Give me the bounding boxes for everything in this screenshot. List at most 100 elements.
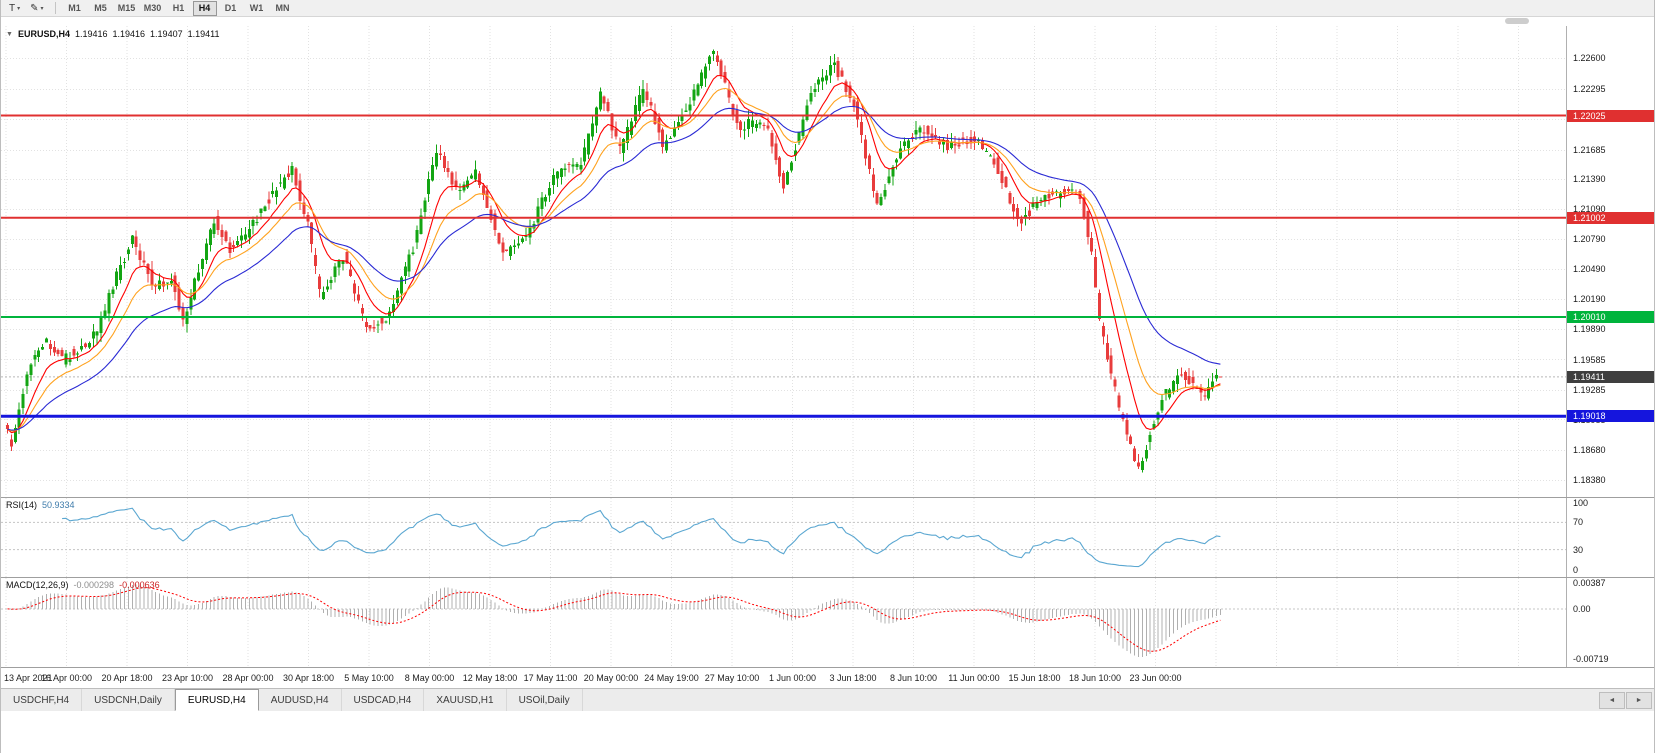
price-level-badge: 1.21002	[1567, 211, 1654, 224]
price-scale-label: 1.21685	[1573, 144, 1606, 155]
macd-axis: 0.00387 0.00 -0.00719	[1566, 578, 1654, 667]
rsi-scale-label: 100	[1573, 498, 1589, 508]
rsi-scale-label: 30	[1573, 544, 1584, 555]
chart-tab-usdchf-h4[interactable]: USDCHF,H4	[1, 689, 83, 711]
chart-tabs: USDCHF,H4 USDCNH,Daily EURUSD,H4 AUDUSD,H4 U…	[1, 689, 583, 711]
price-scale-label: 1.22295	[1573, 83, 1606, 94]
chart-scrollbar-thumb[interactable]	[1505, 18, 1529, 24]
rsi-value: 50.9334	[42, 500, 75, 510]
tab-scroll-right-button[interactable]: ►	[1626, 691, 1652, 709]
chart-tab-eurusd-h4[interactable]: EURUSD,H4	[174, 689, 259, 711]
quote-symbol: EURUSD,H4	[17, 29, 70, 39]
tab-scroll-left-button[interactable]: ◄	[1599, 691, 1625, 709]
price-scale-label: 1.22600	[1573, 53, 1606, 63]
macd-scale-label: -0.00719	[1573, 654, 1609, 664]
macd-grid	[5, 578, 1519, 667]
macd-name: MACD(12,26,9)	[6, 580, 69, 590]
timeframe-button-m1[interactable]: M1	[63, 1, 87, 16]
rsi-panel: RSI(14) 50.9334 100 70 30 0	[1, 497, 1654, 577]
price-level-badge: 1.22025	[1567, 109, 1654, 122]
chart-tab-xauusd-h1[interactable]: XAUUSD,H1	[424, 689, 507, 711]
price-scale-label: 1.20490	[1573, 264, 1606, 274]
macd-chart[interactable]	[1, 578, 1566, 667]
tick-chart-button[interactable]: T ▾	[4, 1, 25, 16]
ma-slow-line[interactable]	[7, 105, 1221, 431]
quote-overlay: ▼ EURUSD,H4 1.19416 1.19416 1.19407 1.19…	[6, 29, 219, 39]
macd-histogram	[7, 584, 1221, 658]
timeframe-button-m15[interactable]: M15	[115, 1, 139, 16]
quote-close: 1.19411	[187, 29, 220, 39]
macd-label: MACD(12,26,9) -0.000298 -0.000636	[6, 580, 160, 590]
time-axis-label: 20 May 00:00	[583, 673, 639, 683]
time-axis-label: 8 May 00:00	[404, 673, 455, 683]
time-axis-label: 23 Apr 10:00	[161, 673, 214, 683]
time-axis-label: 18 Jun 10:00	[1068, 673, 1122, 683]
time-axis-label: 28 Apr 00:00	[222, 673, 274, 683]
price-scale-label: 1.19585	[1573, 354, 1606, 365]
timeframe-button-m5[interactable]: M5	[89, 1, 113, 16]
time-axis-label: 16 Apr 00:00	[40, 673, 93, 683]
chart-grid	[1, 26, 1566, 497]
timeframe-bar: M1 M5 M15 M30 H1 H4 D1 W1 MN	[62, 0, 296, 16]
rsi-axis: 100 70 30 0	[1566, 498, 1654, 577]
time-axis-label: 30 Apr 18:00	[282, 673, 335, 683]
ma-mid-line[interactable]	[7, 87, 1221, 432]
top-toolbar: T ▾ ✎ ▾ M1 M5 M15 M30 H1 H4 D1 W1 MN	[1, 0, 1654, 17]
price-axis[interactable]: 1.226001.222951.219901.216851.213901.210…	[1566, 26, 1654, 497]
timeframe-button-d1[interactable]: D1	[219, 1, 243, 16]
time-axis-label: 24 May 19:00	[644, 673, 699, 683]
chart-tab-bar: USDCHF,H4 USDCNH,Daily EURUSD,H4 AUDUSD,H4 U…	[1, 688, 1654, 711]
rsi-chart[interactable]	[1, 498, 1566, 577]
rsi-label: RSI(14) 50.9334	[6, 500, 75, 510]
chart-tab-usdcnh-daily[interactable]: USDCNH,Daily	[82, 689, 175, 711]
time-axis-label: 23 Jun 00:00	[1129, 673, 1182, 683]
quote-open: 1.19416	[74, 29, 108, 39]
rsi-grid	[5, 498, 1519, 577]
time-axis-label: 5 May 10:00	[344, 673, 394, 683]
price-chart-panel: ▼ EURUSD,H4 1.19416 1.19416 1.19407 1.19…	[1, 26, 1654, 497]
price-scale-label: 1.19285	[1573, 384, 1606, 395]
time-axis-label: 3 Jun 18:00	[829, 673, 877, 683]
macd-main-value: -0.000298	[73, 580, 115, 590]
macd-scale-label: 0.00387	[1573, 578, 1606, 588]
timeframe-button-h1[interactable]: H1	[167, 1, 191, 16]
time-axis-label: 15 Jun 18:00	[1008, 673, 1061, 683]
macd-signal-line	[7, 587, 1221, 652]
tick-chart-label: T	[9, 2, 16, 14]
quote-low: 1.19407	[150, 29, 183, 39]
time-axis-label: 13 Apr 2021	[4, 673, 53, 683]
rsi-line	[62, 507, 1221, 568]
price-scale-label: 1.18680	[1573, 445, 1606, 455]
rsi-scale-label: 0	[1573, 565, 1579, 575]
quote-high: 1.19416	[112, 29, 146, 39]
chart-tab-audusd-h4[interactable]: AUDUSD,H4	[259, 689, 342, 711]
candles	[6, 49, 1222, 473]
macd-signal-value: -0.000636	[119, 580, 160, 590]
price-scale-label: 1.21090	[1573, 204, 1606, 214]
timeframe-button-h4[interactable]: H4	[192, 0, 217, 16]
price-level-badge: 1.19018	[1567, 410, 1654, 423]
price-scale-label: 1.19890	[1573, 324, 1606, 334]
ma-fast-line[interactable]	[7, 74, 1221, 434]
time-axis-label: 12 May 18:00	[462, 673, 518, 683]
chart-horizontal-scrollbar[interactable]	[1, 17, 1654, 26]
chart-tab-usoil-daily[interactable]: USOil,Daily	[507, 689, 583, 711]
chart-tab-usdcad-h4[interactable]: USDCAD,H4	[342, 689, 425, 711]
drawing-tools-button[interactable]: ✎ ▾	[25, 1, 48, 16]
timeframe-button-m30[interactable]: M30	[141, 1, 165, 16]
time-axis[interactable]: 13 Apr 2021 16 Apr 00:00 20 Apr 18:00 23 Ap…	[1, 667, 1654, 688]
price-scale-label: 1.18380	[1573, 475, 1606, 485]
toolbar-separator	[54, 2, 56, 14]
timeframe-button-w1[interactable]: W1	[245, 1, 269, 16]
price-level-badge: 1.20010	[1567, 311, 1654, 323]
time-axis-label: 20 Apr 18:00	[101, 673, 153, 683]
rsi-name: RSI(14)	[6, 500, 38, 510]
collapse-triangle-icon[interactable]: ▼	[6, 30, 13, 38]
price-chart[interactable]	[1, 26, 1566, 497]
time-axis-label: 27 May 10:00	[704, 673, 760, 683]
timeframe-button-mn[interactable]: MN	[271, 1, 295, 16]
dropdown-caret-icon: ▾	[40, 5, 44, 12]
rsi-scale-label: 70	[1573, 517, 1584, 528]
pencil-icon: ✎	[30, 2, 39, 14]
